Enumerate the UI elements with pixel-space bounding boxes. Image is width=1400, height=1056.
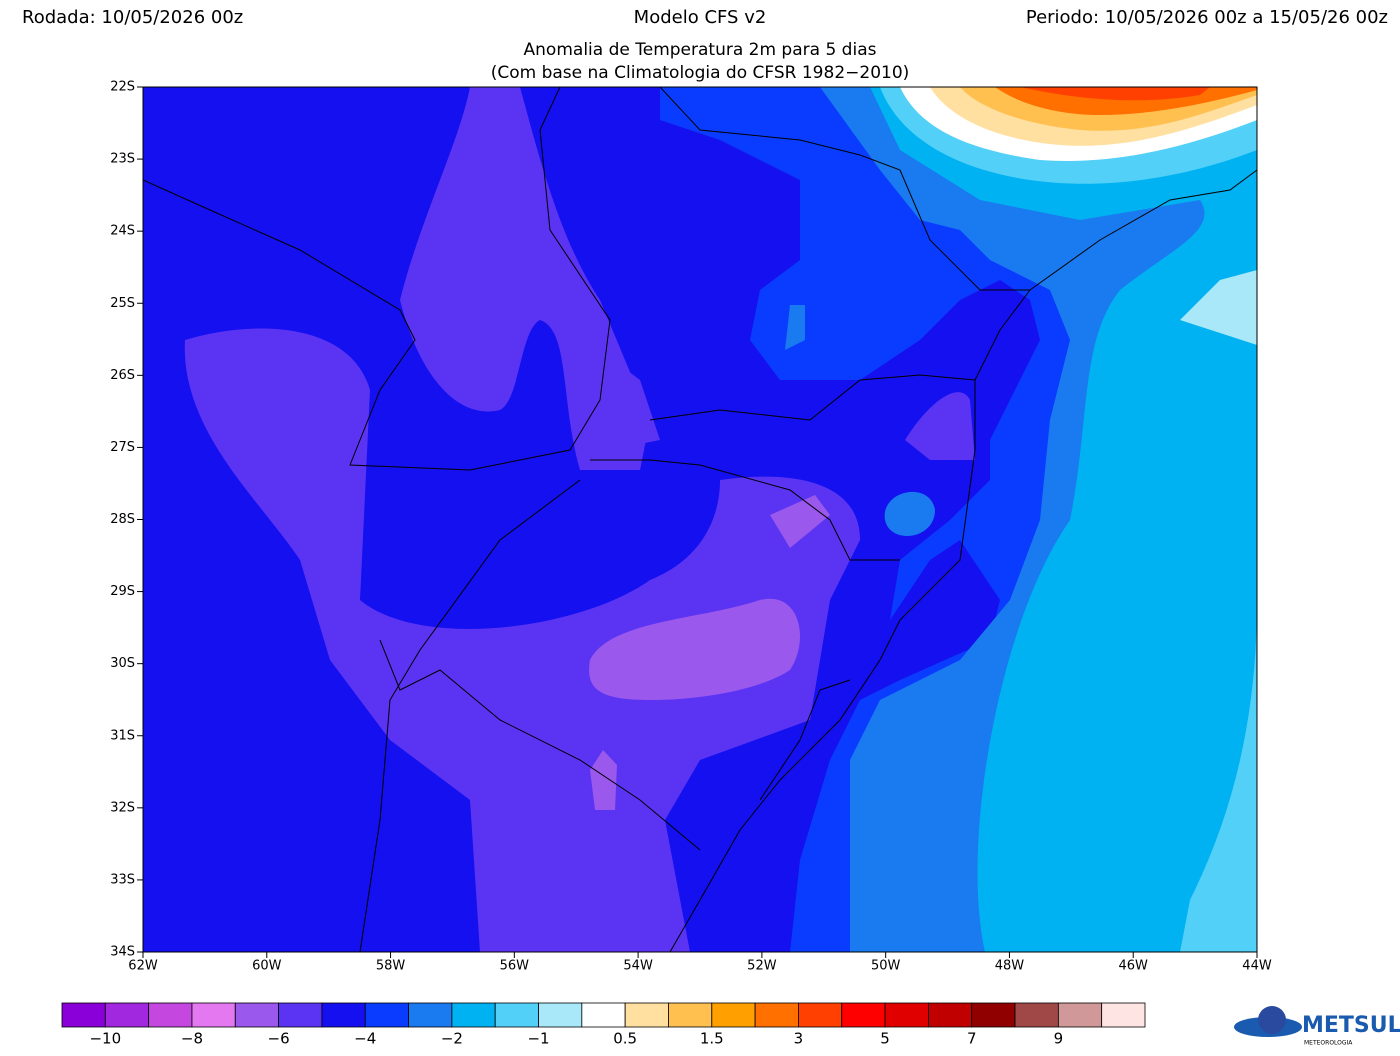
colorbar-box bbox=[754, 1002, 799, 1028]
lon-label: 58W bbox=[376, 959, 406, 974]
logo-tagline: METEOROLOGIA bbox=[1304, 1040, 1353, 1047]
colorbar-box bbox=[148, 1002, 193, 1028]
colorbar-box bbox=[278, 1002, 323, 1028]
colorbar-box bbox=[884, 1002, 929, 1028]
lat-label: 24S bbox=[110, 224, 135, 239]
lat-label: 22S bbox=[110, 80, 135, 95]
colorbar-box bbox=[191, 1002, 236, 1028]
lon-label: 48W bbox=[995, 959, 1025, 974]
colorbar-box bbox=[104, 1002, 150, 1028]
lon-label: 52W bbox=[747, 959, 777, 974]
title: Anomalia de Temperatura 2m para 5 dias bbox=[524, 40, 877, 60]
logo-name: METSUL bbox=[1302, 1013, 1400, 1038]
colorbar-label: −2 bbox=[441, 1030, 463, 1048]
lon-label: 56W bbox=[500, 959, 530, 974]
lat-label: 26S bbox=[110, 368, 135, 383]
colorbar-box bbox=[234, 1002, 279, 1028]
model-label: Modelo CFS v2 bbox=[634, 7, 767, 28]
colorbar-box bbox=[971, 1002, 1016, 1028]
colorbar-box bbox=[538, 1002, 583, 1028]
lat-label: 28S bbox=[110, 512, 135, 527]
colorbar-label: −8 bbox=[181, 1030, 203, 1048]
subtitle: (Com base na Climatologia do CFSR 1982−2… bbox=[491, 63, 910, 83]
lat-label: 32S bbox=[110, 800, 135, 815]
colorbar-box bbox=[668, 1002, 713, 1028]
lon-label: 62W bbox=[128, 959, 158, 974]
lon-label: 50W bbox=[871, 959, 901, 974]
lat-label: 30S bbox=[110, 656, 135, 671]
colorbar-label: −10 bbox=[89, 1030, 121, 1048]
colorbar-label: 0.5 bbox=[613, 1030, 637, 1048]
colorbar-box bbox=[798, 1002, 843, 1028]
lon-label: 60W bbox=[252, 959, 282, 974]
colorbar-label: −1 bbox=[527, 1030, 549, 1048]
colorbar-box bbox=[624, 1002, 669, 1028]
lon-label: 54W bbox=[623, 959, 653, 974]
colorbar-label: −4 bbox=[354, 1030, 376, 1048]
lat-label: 33S bbox=[110, 872, 135, 887]
lon-label: 44W bbox=[1242, 959, 1272, 974]
lat-label: 27S bbox=[110, 440, 135, 455]
colorbar-box bbox=[61, 1002, 106, 1028]
lat-label: 29S bbox=[110, 584, 135, 599]
colorbar-box bbox=[841, 1002, 886, 1028]
colorbar-box bbox=[581, 1002, 626, 1028]
lon-label: 46W bbox=[1119, 959, 1149, 974]
colorbar-box bbox=[1014, 1002, 1059, 1028]
period-label: Periodo: 10/05/2026 00z a 15/05/26 00z bbox=[1026, 7, 1388, 28]
colorbar-label: 9 bbox=[1054, 1030, 1064, 1048]
colorbar-box bbox=[364, 1002, 409, 1028]
colorbar-label: 5 bbox=[880, 1030, 890, 1048]
colorbar-box bbox=[451, 1002, 496, 1028]
run-label: Rodada: 10/05/2026 00z bbox=[22, 7, 243, 28]
logo: METSUL METEOROLOGIA bbox=[1234, 1006, 1400, 1047]
lat-label: 23S bbox=[110, 152, 135, 167]
colorbar-box bbox=[1101, 1002, 1146, 1028]
map-field bbox=[143, 87, 1257, 952]
colorbar-box bbox=[928, 1002, 973, 1028]
lat-label: 34S bbox=[110, 945, 135, 960]
colorbar-box bbox=[494, 1002, 539, 1028]
colorbar-label: −6 bbox=[268, 1030, 290, 1048]
colorbar-box bbox=[1057, 1002, 1103, 1028]
colorbar-box bbox=[711, 1002, 756, 1028]
colorbar-box bbox=[408, 1002, 453, 1028]
lat-label: 25S bbox=[110, 296, 135, 311]
colorbar-box bbox=[321, 1002, 366, 1028]
colorbar-label: 7 bbox=[967, 1030, 977, 1048]
lat-label: 31S bbox=[110, 728, 135, 743]
colorbar-label: 3 bbox=[794, 1030, 804, 1048]
colorbar-label: 1.5 bbox=[700, 1030, 724, 1048]
